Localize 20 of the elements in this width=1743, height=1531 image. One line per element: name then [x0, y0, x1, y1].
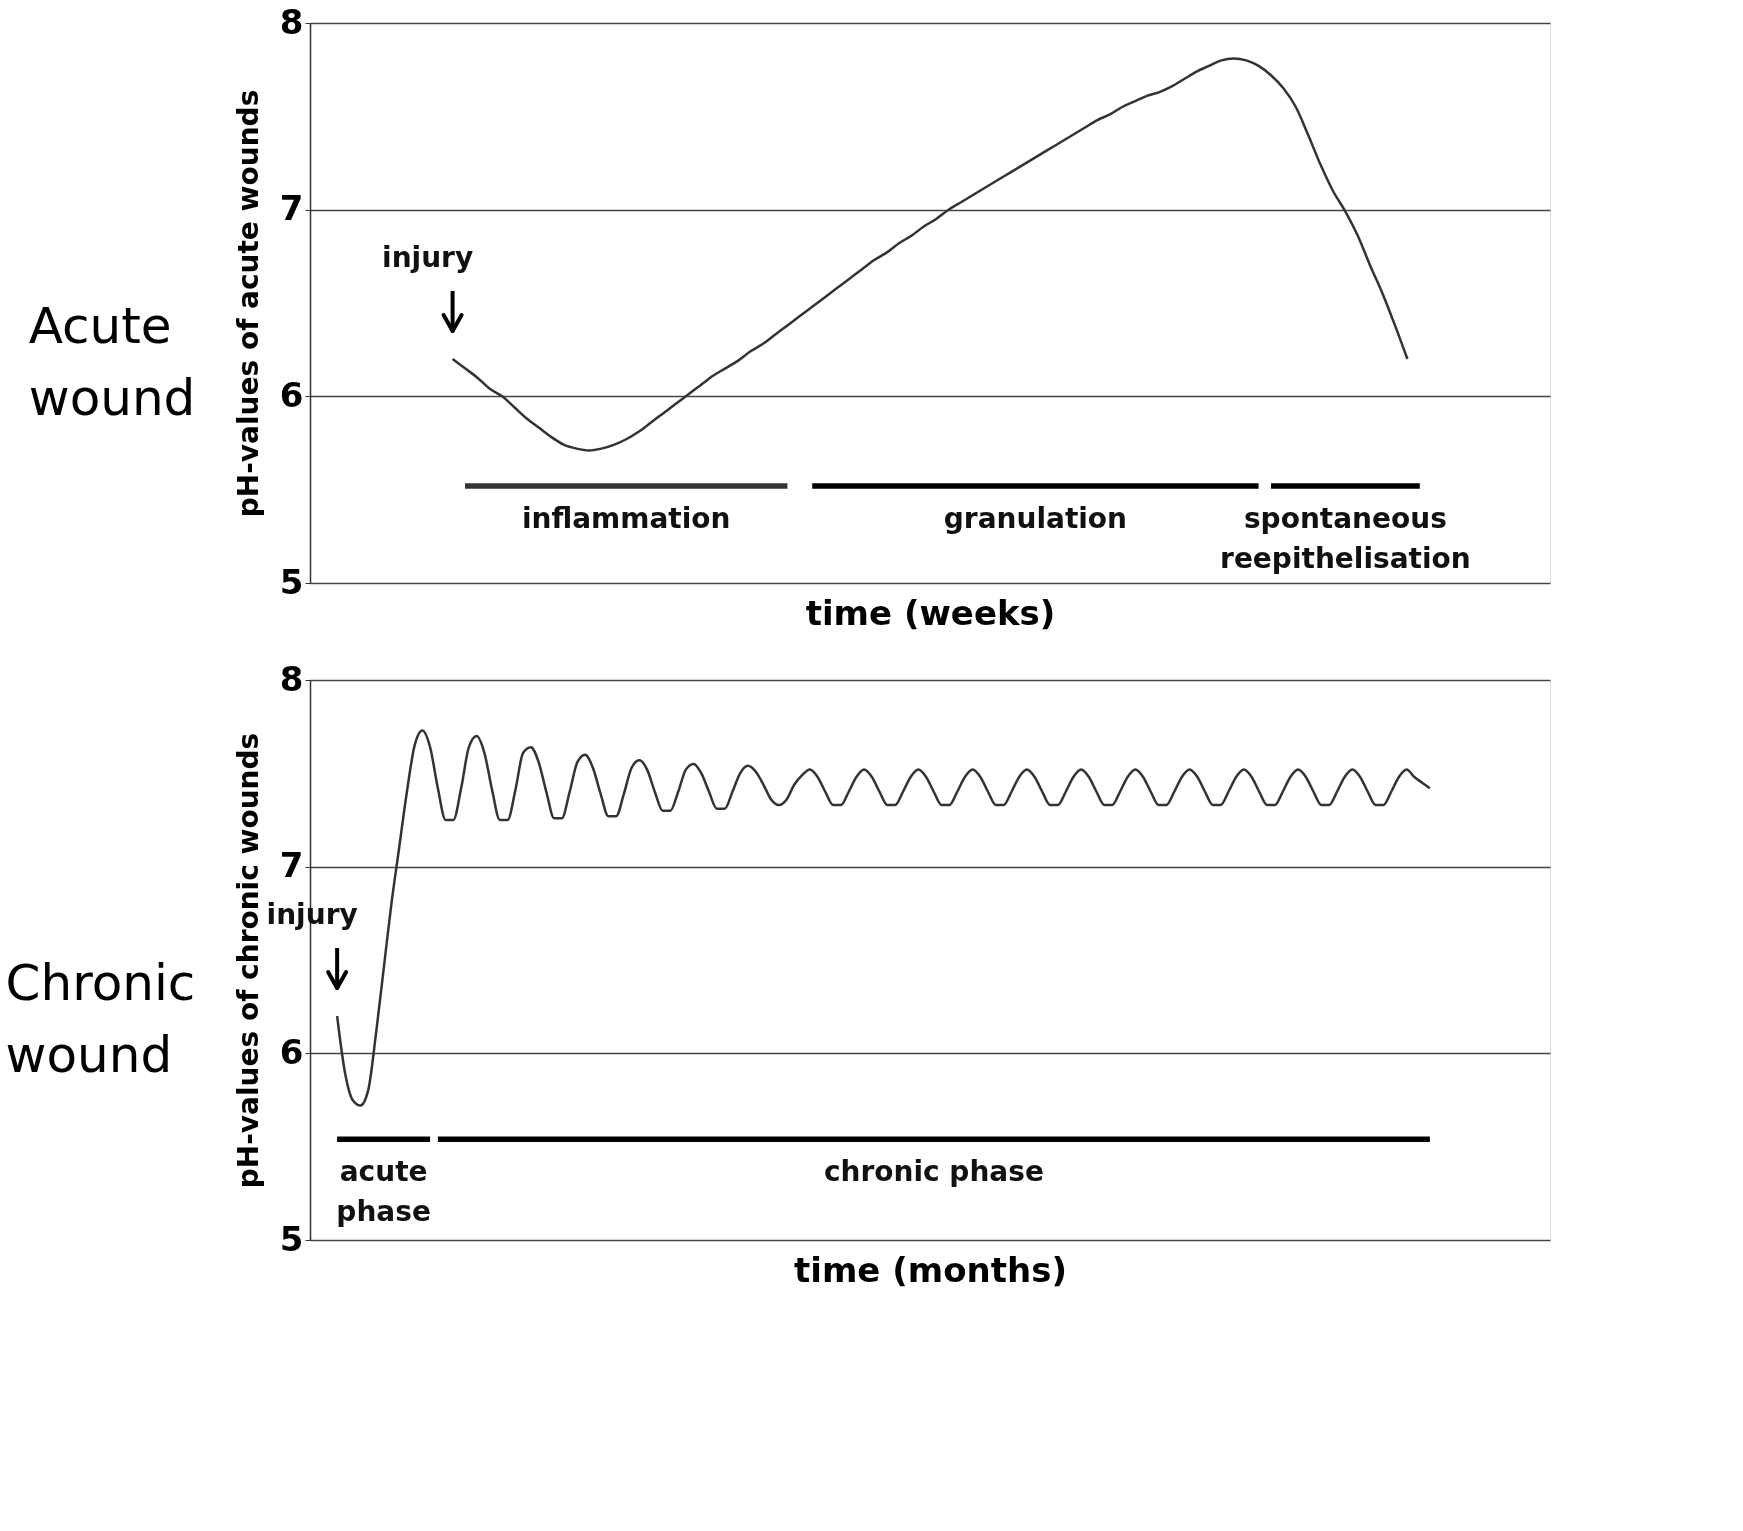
- x-axis-title: time (weeks): [805, 592, 1056, 633]
- y-tick-label: 6: [279, 1031, 304, 1072]
- y-tick-label: 6: [279, 374, 304, 415]
- y-tick-label: 5: [279, 1218, 304, 1259]
- annotation: granulation: [943, 501, 1128, 535]
- annotation: chronic phase: [823, 1155, 1044, 1189]
- y-axis-title: pH-values of chronic wounds: [231, 732, 265, 1189]
- annotation: inflammation: [521, 501, 731, 535]
- y-tick-label: 5: [279, 561, 304, 602]
- y-tick-label: 7: [279, 188, 304, 229]
- annotation: injury: [382, 241, 474, 274]
- y-axis-title: pH-values of acute wounds: [231, 89, 265, 518]
- annotation: spontaneous reepithelisation: [1220, 501, 1471, 575]
- text: Acute wound: [28, 297, 196, 427]
- annotation: acute phase: [336, 1155, 431, 1229]
- x-axis-title: time (months): [794, 1249, 1067, 1290]
- y-tick-label: 7: [279, 845, 304, 886]
- text: Chronic wound: [5, 954, 196, 1084]
- y-tick-label: 8: [279, 658, 304, 699]
- y-tick-label: 8: [279, 1, 304, 42]
